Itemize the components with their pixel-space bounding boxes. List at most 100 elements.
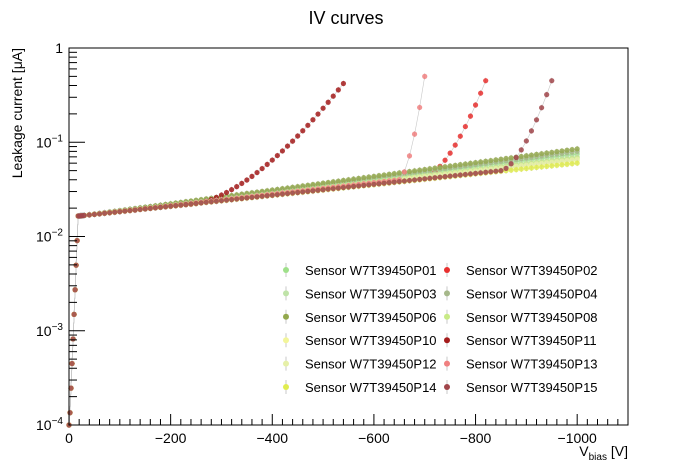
data-point xyxy=(452,142,458,148)
legend-item: Sensor W7T39450P11 xyxy=(444,333,597,348)
legend-label: Sensor W7T39450P02 xyxy=(466,263,598,278)
x-tick-label: −600 xyxy=(358,430,390,446)
data-point xyxy=(467,113,474,119)
data-point xyxy=(549,159,555,165)
data-point xyxy=(528,152,535,158)
data-point xyxy=(239,180,245,187)
data-point xyxy=(544,160,550,166)
data-point xyxy=(101,210,108,216)
data-point xyxy=(493,168,499,174)
x-tick-label: 0 xyxy=(65,430,73,446)
data-point xyxy=(244,177,250,183)
data-point xyxy=(345,177,352,183)
data-point xyxy=(574,156,580,162)
data-point xyxy=(432,165,438,171)
data-point xyxy=(152,205,158,211)
data-point xyxy=(386,180,392,186)
data-point xyxy=(513,154,519,161)
data-point xyxy=(508,155,514,161)
data-point xyxy=(559,148,565,154)
data-point xyxy=(300,128,306,134)
data-point xyxy=(569,161,575,167)
data-point xyxy=(528,165,535,171)
data-point xyxy=(284,185,291,191)
data-point xyxy=(310,181,316,188)
data-point xyxy=(173,203,179,209)
data-point xyxy=(183,201,189,208)
data-point xyxy=(350,183,357,190)
data-point xyxy=(137,206,143,213)
data-point xyxy=(574,160,580,166)
legend-item: Sensor W7T39450P15 xyxy=(444,380,598,395)
data-point xyxy=(305,188,311,194)
data-point xyxy=(457,133,463,139)
data-point xyxy=(249,173,255,179)
legend-item: Sensor W7T39450P06 xyxy=(283,309,437,325)
legend-item: Sensor W7T39450P02 xyxy=(444,263,598,278)
data-point xyxy=(320,180,326,186)
data-point xyxy=(411,177,418,183)
data-point xyxy=(371,181,377,187)
data-point xyxy=(284,143,291,149)
data-point xyxy=(554,162,560,168)
axes: 0 −200 −400 −600 −800 −1000 10−4 10−3 10−2 10−1 1 xyxy=(36,40,629,446)
data-point xyxy=(417,176,423,182)
data-point xyxy=(290,138,296,144)
data-point xyxy=(290,190,296,196)
legend-item: Sensor W7T39450P08 xyxy=(444,309,598,325)
data-point xyxy=(218,192,225,198)
data-point xyxy=(122,208,128,214)
data-point xyxy=(462,161,468,167)
data-point xyxy=(178,202,184,208)
data-point xyxy=(447,163,453,169)
legend-item: Sensor W7T39450P13 xyxy=(444,356,598,372)
data-point xyxy=(498,156,504,162)
data-point xyxy=(493,157,499,163)
data-point xyxy=(539,105,545,111)
data-point xyxy=(259,165,265,172)
x-tick-label: −800 xyxy=(460,430,492,446)
data-point xyxy=(544,92,550,98)
data-point xyxy=(508,167,514,173)
data-point xyxy=(254,194,260,200)
legend-item: Sensor W7T39450P01 xyxy=(283,263,437,278)
x-tick-label: −400 xyxy=(256,430,288,446)
data-point xyxy=(544,150,550,156)
data-point xyxy=(229,187,235,193)
data-point xyxy=(457,172,463,178)
legend-marker xyxy=(444,313,450,320)
y-tick-label: 1 xyxy=(55,40,63,56)
data-point xyxy=(279,186,286,192)
data-point xyxy=(447,150,453,156)
legend-label: Sensor W7T39450P11 xyxy=(466,333,597,348)
series-7 xyxy=(66,80,347,428)
data-point xyxy=(162,204,169,210)
data-point xyxy=(574,146,580,152)
legend-label: Sensor W7T39450P14 xyxy=(305,380,437,395)
data-point xyxy=(223,197,230,203)
data-point xyxy=(112,209,118,215)
data-point xyxy=(406,168,413,175)
series-11 xyxy=(66,77,555,428)
data-point xyxy=(198,200,204,206)
y-tick-label: 10−1 xyxy=(36,133,63,150)
data-point xyxy=(518,153,524,160)
data-point xyxy=(234,196,240,202)
series-line xyxy=(68,80,553,426)
data-point xyxy=(432,175,438,181)
legend-label: Sensor W7T39450P08 xyxy=(466,310,598,325)
data-point xyxy=(147,205,153,211)
data-point xyxy=(422,166,428,173)
data-point xyxy=(366,182,372,188)
data-point xyxy=(569,146,575,153)
data-point xyxy=(340,184,347,191)
data-point xyxy=(249,194,255,201)
data-point xyxy=(71,311,77,317)
data-point xyxy=(361,175,367,181)
data-point xyxy=(417,104,423,111)
data-point xyxy=(539,160,545,166)
data-point xyxy=(86,212,92,218)
data-point xyxy=(401,178,407,184)
data-point xyxy=(498,168,504,174)
y-tick-label: 10−3 xyxy=(36,322,63,339)
